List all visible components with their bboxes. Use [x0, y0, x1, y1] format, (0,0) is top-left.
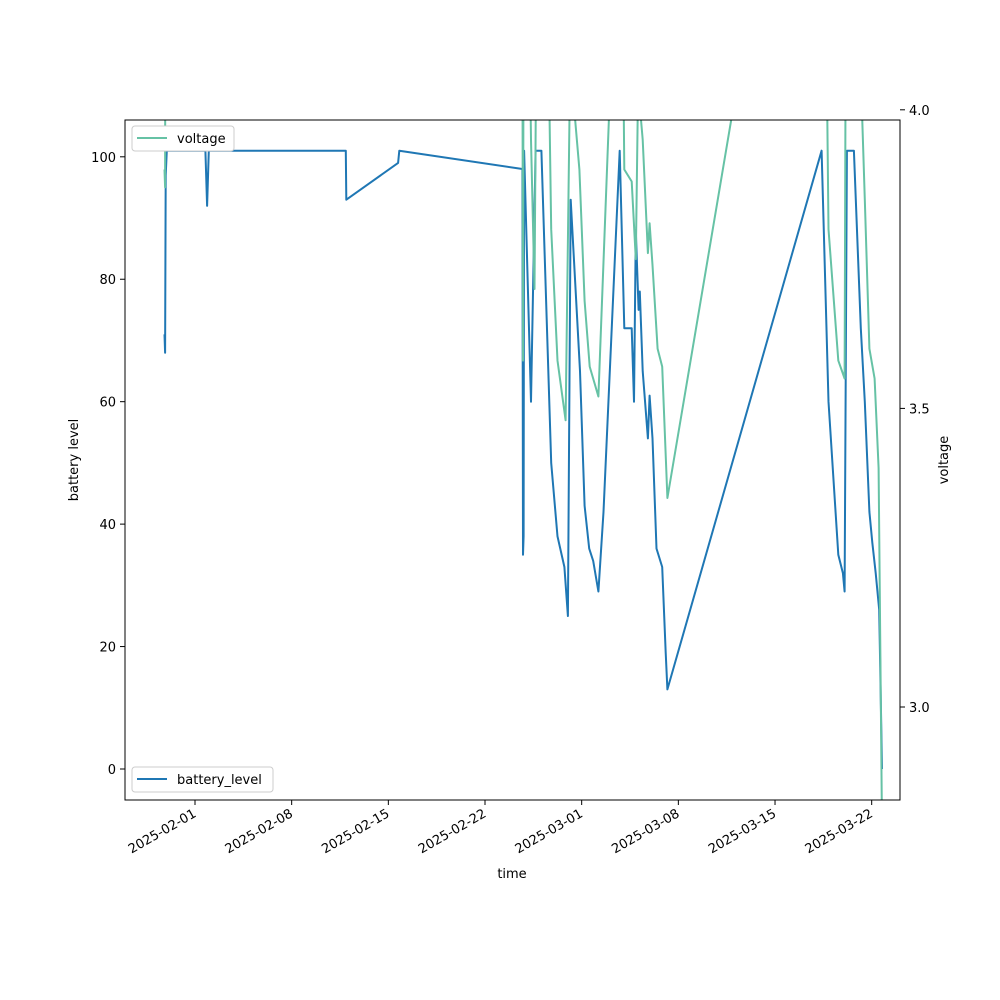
y-left-tick-label: 40: [99, 518, 116, 533]
y-left-axis-label: battery level: [67, 419, 82, 502]
y-left-tick-label: 0: [108, 763, 116, 778]
y-right-axis-ticks: 3.03.54.04.5: [900, 104, 930, 716]
x-axis-label: time: [497, 867, 526, 882]
y-right-tick-label: 3.5: [909, 402, 930, 417]
y-right-tick-label: 4.0: [909, 104, 930, 119]
y-left-tick-label: 80: [99, 273, 116, 288]
legend-battery-level-label: battery_level: [177, 773, 262, 788]
y-left-tick-label: 100: [91, 151, 116, 166]
legend-battery-level: battery_level: [131, 766, 274, 793]
y-left-tick-label: 60: [99, 396, 116, 411]
y-left-axis-ticks: 0 20 40 60 80 100: [91, 151, 125, 778]
y-right-tick-label: 3.0: [909, 701, 930, 716]
series-line-voltage: [163, 120, 883, 800]
legend-voltage-box: [131, 125, 235, 152]
series-layer: [163, 120, 883, 800]
plot-frame: [124, 119, 901, 801]
legend-voltage: voltage: [131, 125, 235, 152]
legend-voltage-label: voltage: [177, 132, 226, 147]
y-right-axis-label: voltage: [937, 436, 952, 485]
series-line-battery-level: [163, 149, 883, 770]
y-left-tick-label: 20: [99, 641, 116, 656]
legend-battery-level-box: [131, 766, 274, 793]
